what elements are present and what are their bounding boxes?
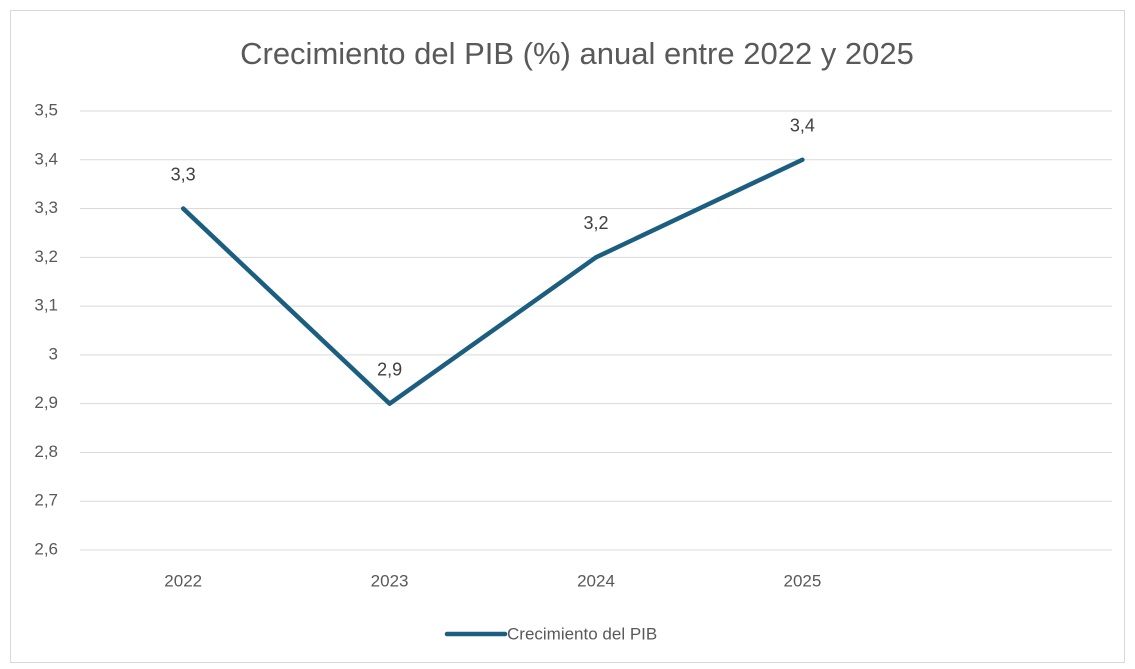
chart-title: Crecimiento del PIB (%) anual entre 2022… — [240, 36, 914, 71]
x-tick-label: 2023 — [371, 571, 409, 590]
y-tick-label: 2,8 — [34, 442, 58, 461]
x-tick-label: 2025 — [783, 571, 821, 590]
legend-label: Crecimiento del PIB — [507, 624, 657, 643]
y-tick-label: 2,7 — [34, 491, 58, 510]
y-tick-label: 3,3 — [34, 198, 58, 217]
x-tick-label: 2022 — [164, 571, 202, 590]
data-line — [180, 157, 805, 406]
y-tick-label: 3,4 — [34, 149, 58, 168]
chart-border — [10, 10, 1125, 663]
x-tick-label: 2024 — [577, 571, 615, 590]
y-tick-label: 3,1 — [34, 296, 58, 315]
data-label: 2,9 — [377, 359, 402, 379]
y-tick-label: 3,2 — [34, 247, 58, 266]
y-tick-label: 2,9 — [34, 393, 58, 412]
y-tick-label: 3,5 — [34, 100, 58, 119]
data-label: 3,4 — [790, 116, 815, 136]
y-tick-label: 3 — [49, 344, 58, 363]
y-tick-label: 2,6 — [34, 539, 58, 558]
data-label: 3,2 — [583, 213, 608, 233]
data-label: 3,3 — [171, 164, 196, 184]
